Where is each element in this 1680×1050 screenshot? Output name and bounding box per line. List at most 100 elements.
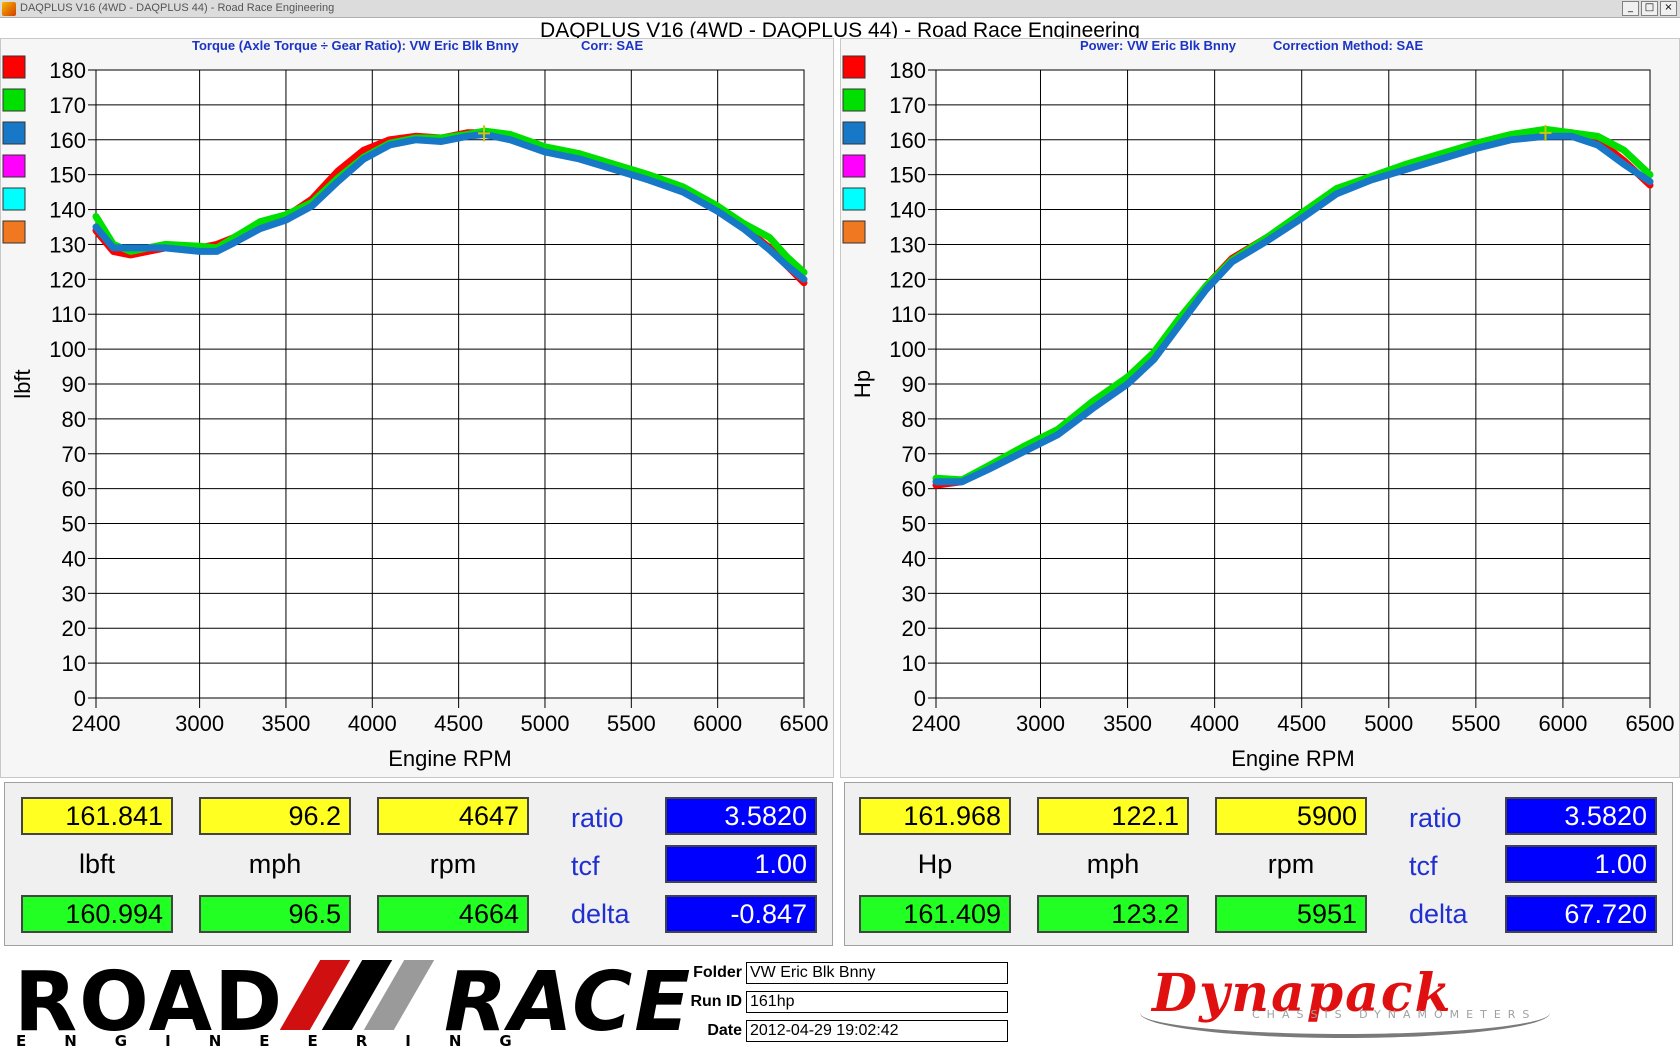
y-tick-label: 20 — [902, 616, 926, 641]
y-tick-label: 80 — [902, 407, 926, 432]
cursor-rpm-value: 5900 — [1215, 797, 1367, 835]
dynapack-logo: Dynapack — [1152, 963, 1453, 1024]
legend-swatch[interactable] — [2, 220, 26, 244]
y-tick-label: 40 — [902, 546, 926, 571]
legend-swatch[interactable] — [842, 187, 866, 211]
x-tick-label: 5000 — [520, 711, 569, 736]
x-tick-label: 2400 — [912, 711, 961, 736]
y-tick-label: 160 — [889, 128, 926, 153]
legend-swatch[interactable] — [2, 121, 26, 145]
y-tick-label: 70 — [62, 442, 86, 467]
cursor-power-value: 161.968 — [859, 797, 1011, 835]
y-tick-label: 110 — [891, 302, 926, 327]
legend-swatch[interactable] — [842, 154, 866, 178]
cursor-rpm-value: 4647 — [377, 797, 529, 835]
x-tick-label: 3000 — [175, 711, 224, 736]
y-tick-label: 0 — [914, 686, 926, 711]
maximize-button[interactable]: □ — [1641, 1, 1658, 16]
ratio-value: 3.5820 — [665, 797, 817, 835]
peak-mph-value: 123.2 — [1037, 895, 1189, 933]
y-tick-label: 90 — [62, 372, 86, 397]
road-race-logo: ROAD — [14, 955, 285, 1050]
tcf-value: 1.00 — [665, 845, 817, 883]
cursor-torque-value: 161.841 — [21, 797, 173, 835]
power-subtitle: Power: VW Eric Blk Bnny — [1080, 38, 1237, 53]
y-tick-label: 170 — [49, 93, 86, 118]
x-tick-label: 5500 — [607, 711, 656, 736]
legend-swatch[interactable] — [2, 154, 26, 178]
x-tick-label: 4500 — [434, 711, 483, 736]
y-tick-label: 100 — [49, 337, 86, 362]
y-tick-label: 180 — [49, 58, 86, 83]
runid-field[interactable]: 161hp — [746, 991, 1008, 1013]
y-tick-label: 30 — [62, 581, 86, 606]
y-tick-label: 60 — [902, 477, 926, 502]
tcf-value: 1.00 — [1505, 845, 1657, 883]
y-tick-label: 30 — [902, 581, 926, 606]
y-tick-label: 60 — [62, 477, 86, 502]
y-tick-label: 160 — [49, 128, 86, 153]
power-correction: Correction Method: SAE — [1273, 38, 1424, 53]
minimize-button[interactable]: _ — [1622, 1, 1639, 16]
torque-chart[interactable]: 2400 3000 3500 4000 4500 5000 5500 6000 6500 180 1… — [0, 52, 834, 776]
legend-swatch[interactable] — [842, 220, 866, 244]
unit-rpm: rpm — [1267, 849, 1315, 879]
peak-mph-value: 96.5 — [199, 895, 351, 933]
power-chart[interactable]: 2400 3000 3500 4000 4500 5000 5500 6000 6500 180 1… — [840, 52, 1680, 776]
road-race-logo-engineering: ENGINEERING — [16, 1032, 550, 1050]
series-line — [932, 132, 1654, 486]
peak-rpm-value: 5951 — [1215, 895, 1367, 933]
readout-area: 161.841 96.2 4647 lbft mph rpm 160.994 9… — [0, 778, 1680, 952]
road-race-logo-race: RACE — [444, 955, 693, 1050]
folder-field[interactable]: VW Eric Blk Bnny — [746, 962, 1008, 984]
peak-power-value: 161.409 — [859, 895, 1011, 933]
ratio-value: 3.5820 — [1505, 797, 1657, 835]
y-tick-label: 40 — [62, 546, 86, 571]
legend-swatch[interactable] — [2, 55, 26, 79]
window-title: DAQPLUS V16 (4WD - DAQPLUS 44) - Road Ra… — [20, 2, 335, 14]
unit-rpm: rpm — [429, 849, 477, 879]
x-tick-label: 4000 — [348, 711, 397, 736]
legend-swatch[interactable] — [842, 88, 866, 112]
y-tick-label: 10 — [62, 651, 86, 676]
y-tick-label: 170 — [889, 93, 926, 118]
x-tick-label: 3500 — [261, 711, 310, 736]
peak-rpm-value: 4664 — [377, 895, 529, 933]
unit-hp: Hp — [917, 849, 953, 879]
legend-swatch[interactable] — [2, 88, 26, 112]
y-tick-label: 150 — [49, 163, 86, 188]
unit-lbft: lbft — [78, 849, 116, 879]
legend-swatch[interactable] — [842, 121, 866, 145]
tcf-label: tcf — [1409, 851, 1438, 881]
date-field[interactable]: 2012-04-29 19:02:42 — [746, 1020, 1008, 1042]
power-readout: 161.968 122.1 5900 Hp mph rpm 161.409 12… — [844, 782, 1673, 946]
legend-swatch[interactable] — [2, 187, 26, 211]
torque-correction: Corr: SAE — [581, 38, 644, 53]
x-tick-label: 3500 — [1103, 711, 1152, 736]
y-tick-label: 130 — [889, 232, 926, 257]
x-tick-label: 4500 — [1277, 711, 1326, 736]
cursor-mph-value: 122.1 — [1037, 797, 1189, 835]
delta-value: -0.847 — [665, 895, 817, 933]
x-tick-label: 3000 — [1016, 711, 1065, 736]
ratio-label: ratio — [1409, 803, 1462, 833]
y-tick-label: 0 — [74, 686, 86, 711]
y-tick-label: 70 — [902, 442, 926, 467]
y-tick-label: 10 — [902, 651, 926, 676]
legend-swatch[interactable] — [842, 55, 866, 79]
folder-label: Folder — [693, 964, 742, 981]
close-button[interactable]: × — [1660, 1, 1677, 16]
x-tick-label: 2400 — [72, 711, 121, 736]
x-tick-label: 5000 — [1364, 711, 1413, 736]
y-tick-label: 180 — [889, 58, 926, 83]
y-tick-label: 100 — [889, 337, 926, 362]
x-tick-label: 6500 — [1626, 711, 1675, 736]
y-tick-label: 120 — [49, 267, 86, 292]
unit-mph: mph — [248, 849, 302, 879]
y-axis-title: lbft — [10, 369, 35, 398]
ratio-label: ratio — [571, 803, 624, 833]
delta-value: 67.720 — [1505, 895, 1657, 933]
peak-torque-value: 160.994 — [21, 895, 173, 933]
y-tick-label: 140 — [49, 198, 86, 223]
y-tick-label: 80 — [62, 407, 86, 432]
